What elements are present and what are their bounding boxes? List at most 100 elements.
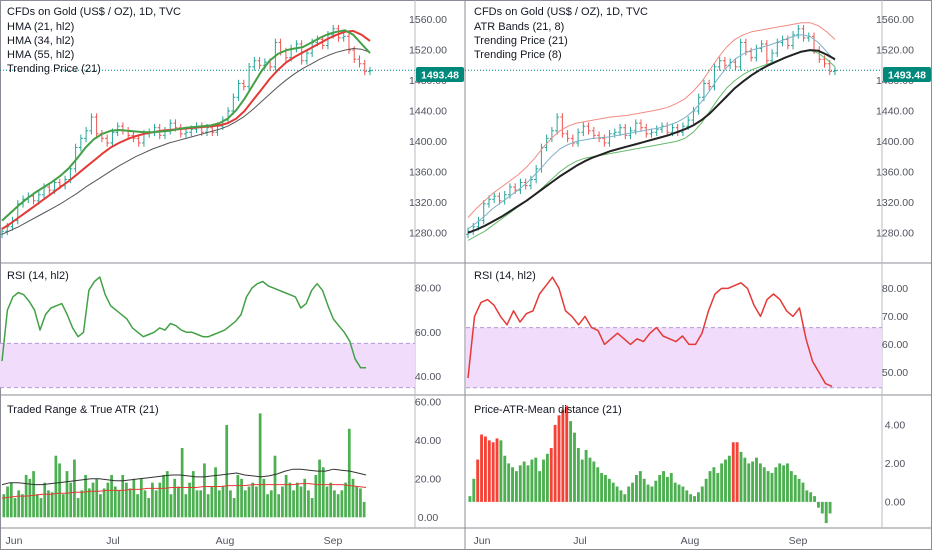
range-bar-57: [214, 467, 217, 518]
distance-bar-7: [495, 438, 499, 502]
y-axis-ticks: 1560.001520.001480.001440.001400.001360.…: [409, 14, 914, 524]
range-bar-21: [80, 490, 84, 518]
legend-right-title: CFDs on Gold (US$ / OZ), 1D, TVC: [474, 6, 648, 18]
price-tag-right: 1493.48: [883, 67, 931, 82]
legend-right-trending8: Trending Price (8): [474, 49, 562, 61]
distance-bar-88: [809, 492, 813, 502]
distance-bar-62: [708, 471, 712, 502]
range-bar-23: [87, 488, 91, 518]
x-axis-ticks: Jun Jul Aug Sep Jun Jul Aug Sep: [6, 535, 808, 547]
range-bar-93: [347, 428, 351, 518]
distance-bar-26: [569, 421, 573, 502]
distance-bar-43: [635, 474, 638, 502]
legend-left-rsi: RSI (14, hl2): [7, 270, 69, 282]
distance-bar-18: [538, 471, 542, 502]
distance-bar-58: [693, 496, 696, 502]
distance-bar-24: [561, 409, 565, 502]
right_rsi-band-fill: [466, 327, 882, 388]
true-atr-line: [1, 468, 367, 486]
distance-bar-36: [607, 478, 611, 502]
distance-bar-12: [514, 471, 518, 502]
range-bar-52: [195, 490, 199, 518]
range-bar-17: [65, 471, 69, 518]
range-bar-39: [147, 498, 151, 518]
range-bar-91: [340, 490, 344, 518]
distance-bar-39: [619, 490, 623, 502]
distance-bar-15: [526, 465, 530, 502]
left-price-ytick-0: 1560.00: [409, 14, 447, 26]
right_rsi-ytick-3: 50.00: [882, 367, 908, 379]
distance-bar-71: [743, 457, 747, 502]
distance-bar-32: [592, 461, 596, 502]
range-bar-97: [362, 501, 366, 518]
x-tick-jul-left: Jul: [106, 535, 119, 547]
range-bar-67: [251, 482, 255, 518]
left-price-ytick-5: 1360.00: [409, 166, 447, 178]
distance-bar-25: [565, 405, 569, 502]
range-bar-89: [333, 490, 336, 518]
x-tick-aug-right: Aug: [681, 535, 700, 547]
range-bar-2: [9, 482, 13, 518]
distance-bar-75: [758, 463, 762, 502]
range-bar-43: [162, 474, 165, 518]
distance-bar-41: [627, 486, 631, 502]
distance-bar-93: [828, 501, 832, 514]
range-bar-50: [188, 482, 191, 518]
atr-band-upper-line: [467, 22, 836, 218]
legend-left-hma34: HMA (34, hl2): [7, 35, 74, 47]
range-bar-68: [255, 486, 258, 518]
range-bar-63: [236, 474, 240, 518]
distance-bar-84: [793, 474, 797, 502]
atr-band-lower-line: [467, 49, 836, 241]
range-bar-65: [243, 490, 247, 518]
distance-bar-42: [631, 482, 635, 502]
range-bar-86: [321, 467, 325, 518]
legend-right-distance: Price-ATR-Mean distance (21): [474, 404, 622, 416]
distance-bar-72: [747, 463, 751, 502]
distance-bar-10: [507, 463, 511, 502]
distance-bar-55: [681, 486, 685, 502]
distance-bar-59: [696, 492, 700, 502]
distance-bar-79: [774, 467, 778, 502]
range-bar-80: [299, 486, 303, 518]
range-bar-72: [269, 490, 273, 518]
left_rsi-ytick-1: 60.00: [415, 327, 441, 339]
left-atr-ytick-0: 60.00: [415, 396, 441, 408]
distance-bar-4: [483, 436, 487, 502]
distance-bar-3: [480, 434, 483, 502]
distance-bar-56: [685, 490, 689, 502]
price-tag-right-text: 1493.48: [888, 70, 926, 82]
x-tick-sep-right: Sep: [789, 535, 808, 547]
range-bar-22: [84, 474, 87, 518]
distance-bar-90: [817, 501, 820, 508]
distance-bar-22: [553, 424, 557, 502]
range-bar-40: [151, 482, 154, 518]
legends: CFDs on Gold (US$ / OZ), 1D, TVC HMA (21…: [7, 6, 648, 416]
trending21-line: [467, 49, 836, 234]
distance-bar-69: [735, 442, 739, 502]
range-bar-74: [277, 494, 281, 518]
range-bar-44: [165, 471, 169, 518]
range-bar-58: [217, 490, 221, 518]
right_rsi-ytick-2: 60.00: [882, 339, 908, 351]
range-bar-33: [125, 482, 128, 518]
range-bar-46: [173, 478, 177, 518]
range-bar-82: [307, 490, 310, 518]
distance-bar-37: [611, 482, 615, 502]
distance-bar-17: [534, 457, 538, 502]
range-bar-0: [2, 494, 6, 518]
right-price-ytick-3: 1440.00: [876, 106, 914, 118]
range-bar-69: [258, 413, 262, 518]
range-bar-13: [50, 492, 54, 518]
range-bar-45: [169, 494, 173, 518]
range-average-line: [1, 483, 367, 499]
x-tick-jun-left: Jun: [6, 535, 23, 547]
distance-bar-78: [770, 473, 774, 502]
legend-right-trending21: Trending Price (21): [474, 35, 568, 47]
distance-bar-33: [596, 467, 600, 502]
range-bar-51: [191, 471, 195, 518]
left-price-ytick-1: 1520.00: [409, 45, 447, 57]
range-bar-14: [54, 455, 58, 518]
x-tick-sep-left: Sep: [324, 535, 343, 547]
distance-bar-77: [766, 471, 770, 502]
